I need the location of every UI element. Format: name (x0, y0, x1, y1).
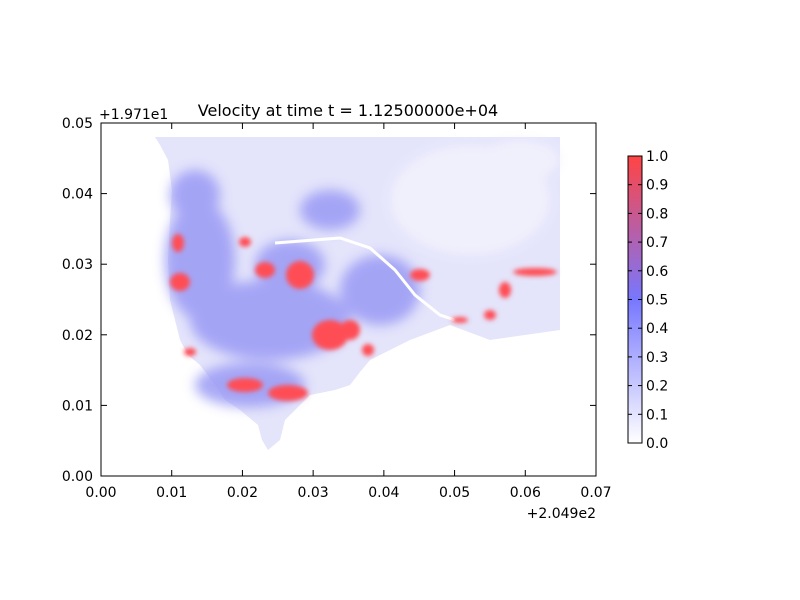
colorbar-tick-label: 0.5 (646, 293, 668, 309)
high-velocity (170, 234, 557, 401)
y-tick-label: 0.03 (62, 257, 93, 273)
colorbar-tick-label: 0.6 (646, 264, 668, 280)
y-offset-label: +1.971e1 (99, 107, 168, 123)
y-tick-label: 0.05 (62, 116, 93, 132)
x-tick-label: 0.01 (156, 485, 187, 501)
colorbar-tick-label: 0.0 (646, 436, 668, 452)
channel-line (274, 236, 456, 322)
colorbar-tick-label: 1.0 (646, 149, 668, 165)
colorbar-tick-label: 0.4 (646, 321, 668, 337)
plot-area (155, 137, 560, 450)
x-tick-label: 0.00 (85, 485, 116, 501)
colorbar-tick-label: 0.8 (646, 206, 668, 222)
x-tick-label: 0.05 (439, 485, 470, 501)
x-tick-label: 0.06 (510, 485, 541, 501)
y-tick-label: 0.04 (62, 187, 93, 203)
colorbar-tick-label: 0.7 (646, 235, 668, 251)
velocity-field (155, 137, 560, 450)
x-tick-label: 0.03 (298, 485, 329, 501)
colorbar-tick-label: 0.2 (646, 379, 668, 395)
colorbar-ticks: 0.0 0.1 0.2 0.3 0.4 0.5 0.6 0.7 0.8 0.9 1.0 (628, 149, 668, 452)
colorbar-tick-label: 0.9 (646, 178, 668, 194)
x-offset-label: +2.049e2 (527, 506, 596, 522)
colorbar-tick-label: 0.3 (646, 350, 668, 366)
x-tick-label: 0.07 (580, 485, 611, 501)
x-axis-ticks: 0.00 0.01 0.02 0.03 0.04 0.05 0.06 0.07 (85, 123, 612, 501)
y-axis-ticks: 0.00 0.01 0.02 0.03 0.04 0.05 (62, 116, 596, 485)
y-tick-label: 0.01 (62, 398, 93, 414)
x-tick-label: 0.04 (368, 485, 399, 501)
low-velocity (390, 140, 560, 255)
y-tick-label: 0.00 (62, 469, 93, 485)
x-tick-label: 0.02 (227, 485, 258, 501)
y-tick-label: 0.02 (62, 328, 93, 344)
chart-title: Velocity at time t = 1.12500000e+04 (198, 101, 498, 120)
plot-frame (100, 122, 597, 477)
colorbar-tick-label: 0.1 (646, 407, 668, 423)
